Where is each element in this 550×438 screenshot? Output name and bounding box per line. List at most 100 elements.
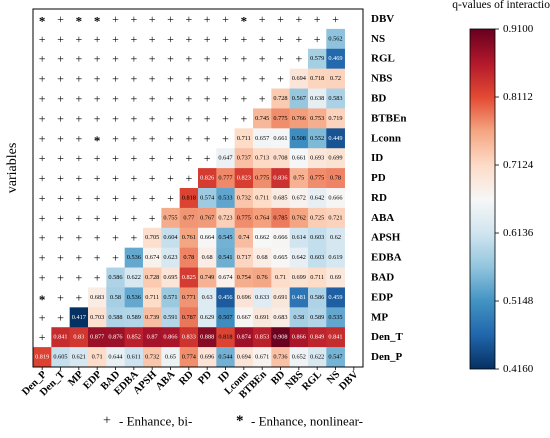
bivariate-enhance-mark: + [130,231,137,245]
bivariate-enhance-mark: + [240,52,247,66]
cell-value-label: 0.665 [273,254,287,261]
bivariate-enhance-mark: + [222,32,229,46]
bivariate-enhance-mark: + [112,131,119,145]
row-label: NS [371,33,385,45]
cell-value-label: 0.507 [218,314,232,321]
cell-value-label: 0.661 [292,155,306,162]
cell-value-label: 0.589 [127,314,141,321]
colorbar-ticks: 0.9100 0.8112 0.7124 0.6136 0.5148 0.4160 [495,23,534,375]
bivariate-enhance-mark: + [75,72,82,86]
cell-value-label: 0.762 [292,214,306,221]
bivariate-enhance-mark: + [112,171,119,185]
legend-plus-symbol: + [103,414,111,429]
heatmap-cell [198,267,217,288]
heatmap-cell [326,68,345,89]
heatmap-cell [308,347,327,368]
heatmap-cell [216,347,235,368]
bivariate-enhance-mark: + [149,72,156,86]
cell-value-label: 0.685 [273,194,287,201]
column-label: EDP [81,369,104,392]
cell-value-label: 0.711 [237,135,251,142]
bivariate-enhance-mark: + [185,171,192,185]
cell-value-label: 0.694 [237,354,252,361]
cell-value-label: 0.723 [218,214,232,221]
bivariate-enhance-mark: + [39,271,46,285]
bivariate-enhance-mark: + [94,191,101,205]
bivariate-enhance-mark: + [57,151,64,165]
heatmap-cell [289,168,309,189]
bivariate-enhance-mark: + [130,211,137,225]
bivariate-enhance-mark: + [259,32,266,46]
heatmap-cell [253,347,272,368]
bivariate-enhance-mark: + [57,131,64,145]
cell-value-label: 0.562 [328,35,342,42]
bivariate-enhance-mark: + [39,171,46,185]
bivariate-enhance-mark: + [39,92,46,106]
cell-value-label: 0.728 [273,95,287,102]
heatmap-cell [179,307,199,328]
heatmap-cell [143,247,162,268]
bivariate-enhance-mark: + [94,251,101,265]
bivariate-enhance-mark: + [130,52,137,66]
bivariate-enhance-mark: + [75,32,82,46]
cell-value-label: 0.825 [182,274,196,281]
bivariate-enhance-mark: + [39,191,46,205]
bivariate-enhance-mark: + [94,271,101,285]
cell-value-label: 0.674 [218,274,233,281]
bivariate-enhance-mark: + [57,52,64,66]
bivariate-enhance-mark: + [240,92,247,106]
cell-value-label: 0.536 [127,254,141,261]
bivariate-enhance-mark: + [185,92,192,106]
bivariate-enhance-mark: + [185,131,192,145]
cell-value-label: 0.647 [218,155,232,162]
heatmap-cell [106,347,125,368]
bivariate-enhance-mark: + [75,151,82,165]
heatmap-cell [253,327,272,348]
bivariate-enhance-mark: + [167,151,174,165]
bivariate-enhance-mark: + [222,92,229,106]
heatmap-cell [234,148,254,169]
cell-value-label: 0.696 [200,354,214,361]
heatmap-cell [289,327,309,348]
cell-value-label: 0.642 [292,254,306,261]
column-label: DBV [337,369,361,393]
cell-value-label: 0.683 [90,294,104,301]
cell-value-label: 0.671 [255,354,269,361]
bivariate-enhance-mark: + [57,32,64,46]
bivariate-enhance-mark: + [332,12,339,26]
heatmap-cell [216,287,235,308]
bivariate-enhance-mark: + [149,111,156,125]
heatmap-cell [216,168,235,189]
heatmap-cell [326,128,345,149]
heatmap-cell [234,287,254,308]
cell-value-label: 0.849 [310,334,324,341]
bivariate-enhance-mark: + [204,32,211,46]
cell-value-label: 0.853 [255,334,269,341]
cell-value-label: 0.588 [108,314,122,321]
cell-value-label: 0.737 [237,155,251,162]
legend-star-text: - Enhance, nonlinear- [251,414,363,429]
row-label: Den_T [371,331,403,343]
bivariate-enhance-mark: + [167,72,174,86]
cell-value-label: 0.604 [163,234,178,241]
row-label: ID [371,152,383,164]
heatmap-cell [234,307,254,328]
heatmap-cell [198,247,217,268]
bivariate-enhance-mark: + [149,151,156,165]
heatmap-cell [308,48,327,69]
heatmap-cell [51,327,70,348]
bivariate-enhance-mark: + [149,171,156,185]
heatmap-cell [106,307,125,328]
cell-value-label: 0.586 [108,274,122,281]
colorbar-tick-label: 0.8112 [503,91,533,103]
legend: + - Enhance, bi- * - Enhance, nonlinear- [103,413,363,429]
heatmap-cell [253,207,272,229]
heatmap-cell [106,287,125,308]
heatmap-cell [124,247,144,268]
bivariate-enhance-mark: + [57,191,64,205]
cell-value-label: 0.753 [310,115,324,122]
cell-value-label: 0.672 [292,194,306,201]
bivariate-enhance-mark: + [57,211,64,225]
heatmap-cell [289,267,309,288]
